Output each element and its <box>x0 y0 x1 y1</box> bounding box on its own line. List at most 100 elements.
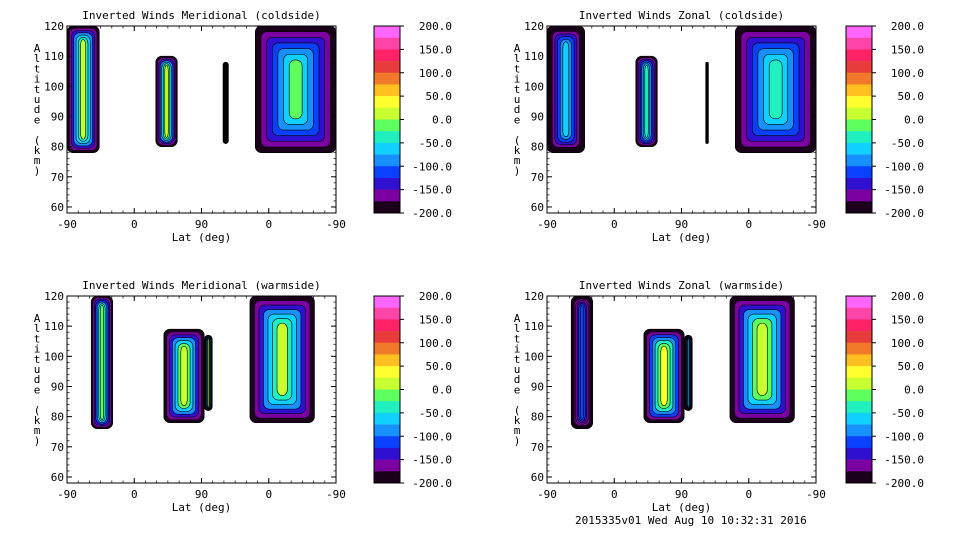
colorbar-swatch <box>374 424 400 437</box>
contour-region-1 <box>67 26 100 153</box>
colorbar-swatch <box>846 142 872 155</box>
colorbar-label: 150.0 <box>419 313 452 326</box>
y-tick-label: 100 <box>44 80 64 93</box>
colorbar-label: 50.0 <box>898 90 925 103</box>
colorbar-swatch <box>846 354 872 367</box>
colorbar-swatch <box>846 471 872 484</box>
x-tick-label: 90 <box>675 488 688 501</box>
colorbar-swatch <box>374 436 400 449</box>
y-tick-label: 120 <box>524 290 544 303</box>
colorbar-swatch <box>846 37 872 50</box>
contour-regions <box>67 26 336 153</box>
x-tick-label: 0 <box>265 218 272 231</box>
colorbar-label: -50.0 <box>891 407 924 420</box>
x-tick-label: -90 <box>57 218 77 231</box>
colorbar-label: 0.0 <box>904 384 924 397</box>
y-tick-label: 90 <box>531 110 544 123</box>
y-tick-label: 110 <box>44 320 64 333</box>
contour-region-3 <box>705 61 709 144</box>
colorbar-swatch <box>846 154 872 167</box>
colorbar-swatch <box>374 342 400 355</box>
colorbar-swatch <box>846 72 872 85</box>
y-tick-label: 120 <box>44 290 64 303</box>
colorbar-label: 50.0 <box>426 90 453 103</box>
y-tick-label: 120 <box>524 20 544 33</box>
colorbar-label: -200.0 <box>884 207 924 220</box>
colorbar-label: 200.0 <box>419 290 452 303</box>
chart-title: Inverted Winds Zonal (coldside) <box>579 9 784 22</box>
colorbar-swatch <box>846 26 872 38</box>
contour-region-2 <box>643 328 685 423</box>
colorbar-swatch <box>374 107 400 120</box>
contour-band <box>224 64 227 142</box>
y-tick-label: 70 <box>531 441 544 454</box>
contour-region-3 <box>683 334 693 411</box>
x-tick-label: -90 <box>326 218 346 231</box>
colorbar-swatch <box>846 389 872 402</box>
colorbar-swatch <box>374 177 400 190</box>
colorbar-swatch <box>374 166 400 179</box>
colorbar-label: 200.0 <box>891 290 924 303</box>
colorbar-label: -100.0 <box>884 160 924 173</box>
x-axis-label: Lat (deg) <box>172 501 232 514</box>
chart-panel-2: Inverted Winds Zonal (coldside) 60 70 80 90 1… <box>514 9 924 244</box>
colorbar-swatch <box>846 447 872 460</box>
colorbar-label: 200.0 <box>891 20 924 33</box>
x-tick-label: -90 <box>806 218 826 231</box>
colorbar-swatch <box>846 412 872 425</box>
colorbar-swatch <box>374 354 400 367</box>
contour-band <box>756 322 768 396</box>
y-tick-label: 120 <box>44 20 64 33</box>
contour-region-4 <box>735 26 816 153</box>
colorbar-swatch <box>374 412 400 425</box>
colorbar-label: -100.0 <box>412 430 452 443</box>
colorbar-label: -100.0 <box>884 430 924 443</box>
y-tick-label: 90 <box>51 380 64 393</box>
contour-band <box>660 345 668 407</box>
contour-band <box>687 338 690 408</box>
y-tick-label: 100 <box>44 350 64 363</box>
colorbar-swatch <box>846 61 872 74</box>
colorbar-swatch <box>374 459 400 472</box>
colorbar-label: 100.0 <box>891 337 924 350</box>
colorbar-label: 150.0 <box>891 313 924 326</box>
colorbar-swatch <box>846 401 872 414</box>
x-tick-label: 0 <box>265 488 272 501</box>
contour-band <box>99 304 104 420</box>
colorbar-swatch <box>374 37 400 50</box>
colorbar-swatch <box>374 201 400 214</box>
colorbar-swatch <box>846 366 872 379</box>
colorbar-label: 50.0 <box>426 360 453 373</box>
contour-band <box>768 59 783 120</box>
chart-title: Inverted Winds Zonal (warmside) <box>579 279 784 292</box>
colorbar-label: -200.0 <box>884 477 924 490</box>
colorbar-label: -200.0 <box>412 207 452 220</box>
colorbar-swatch <box>374 447 400 460</box>
contour-regions <box>547 26 816 153</box>
colorbar: 200.0 150.0 100.0 50.0 0.0 -50.0 -100.0 -150.0 -… <box>845 20 925 220</box>
x-axis-label: Lat (deg) <box>652 231 712 244</box>
x-tick-label: 90 <box>195 218 208 231</box>
contour-band <box>579 304 584 420</box>
contour-band <box>164 64 169 138</box>
x-tick-label: 0 <box>131 488 138 501</box>
x-axis-label: Lat (deg) <box>172 231 232 244</box>
x-tick-label: 0 <box>611 488 618 501</box>
y-tick-label: 70 <box>531 171 544 184</box>
colorbar-swatch <box>374 331 400 344</box>
colorbar-label: -150.0 <box>412 454 452 467</box>
y-tick-label: 110 <box>524 320 544 333</box>
colorbar-swatch <box>374 389 400 402</box>
colorbar-swatch <box>846 189 872 202</box>
chart-panel-4: Inverted Winds Zonal (warmside) 60 70 80 90 1… <box>514 279 924 514</box>
colorbar-label: 50.0 <box>898 360 925 373</box>
contour-region-1 <box>547 26 585 153</box>
colorbar-swatch <box>846 201 872 214</box>
colorbar-label: 100.0 <box>891 67 924 80</box>
y-tick-label: 70 <box>51 441 64 454</box>
contour-region-3 <box>203 334 213 411</box>
colorbar-label: 100.0 <box>419 337 452 350</box>
colorbar-swatch <box>846 307 872 320</box>
y-tick-label: 100 <box>524 80 544 93</box>
